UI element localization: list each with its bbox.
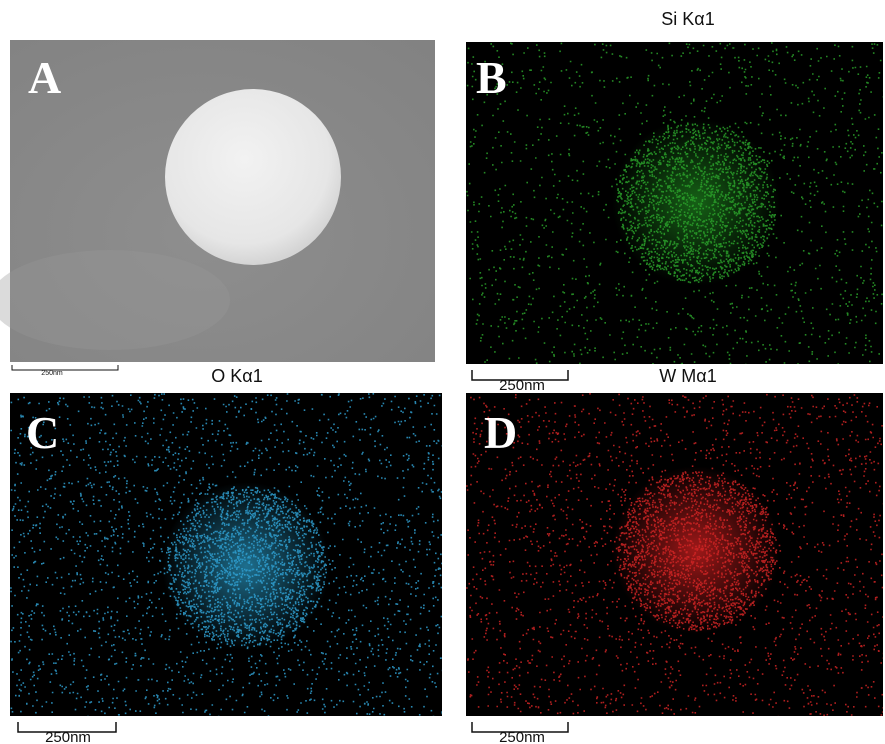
panel-title: O Kα1	[211, 366, 262, 386]
panel-c: O Kα1 C 250nm	[10, 366, 443, 744]
scale-label: 250nm	[41, 370, 63, 377]
panel-title: Si Kα1	[661, 9, 714, 29]
scale-bar	[12, 365, 118, 370]
shadow	[0, 250, 230, 350]
panel-label: C	[26, 407, 59, 458]
panel-title: W Mα1	[659, 366, 716, 386]
scale-label: 250nm	[499, 377, 545, 394]
panel-d: W Mα1 D 250nm	[466, 366, 884, 744]
panel-b: Si Kα1 B 250nm	[466, 9, 885, 394]
scale-label: 250nm	[499, 729, 545, 744]
panel-a: A 250nm	[0, 40, 435, 377]
particle	[165, 89, 341, 265]
panel-label: B	[476, 52, 507, 103]
panel-label: D	[484, 407, 517, 458]
scale-label: 250nm	[45, 729, 91, 744]
panel-label: A	[28, 52, 61, 103]
figure: A 250nm Si Kα1 B 250nm O Kα1 C 250nm W M…	[0, 0, 885, 744]
